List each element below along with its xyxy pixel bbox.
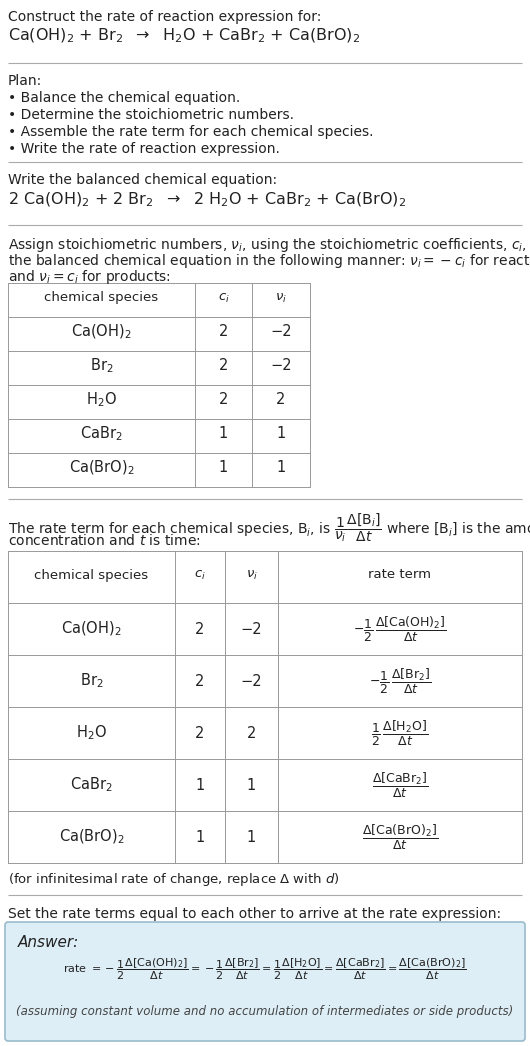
- Text: $\dfrac{\Delta[\mathrm{Ca(BrO)_2}]}{\Delta t}$: $\dfrac{\Delta[\mathrm{Ca(BrO)_2}]}{\Del…: [362, 822, 438, 851]
- Text: rate $= -\dfrac{1}{2}\dfrac{\Delta[\mathrm{Ca(OH)_2}]}{\Delta t}= -\dfrac{1}{2}\: rate $= -\dfrac{1}{2}\dfrac{\Delta[\math…: [63, 957, 467, 982]
- Text: the balanced chemical equation in the following manner: $\nu_i = -c_i$ for react: the balanced chemical equation in the fo…: [8, 252, 530, 270]
- Text: Set the rate terms equal to each other to arrive at the rate expression:: Set the rate terms equal to each other t…: [8, 907, 501, 920]
- Text: (for infinitesimal rate of change, replace $\Delta$ with $d$): (for infinitesimal rate of change, repla…: [8, 871, 340, 888]
- Text: $\nu_i$: $\nu_i$: [275, 292, 287, 304]
- Text: 2: 2: [196, 726, 205, 741]
- Text: 2: 2: [247, 726, 256, 741]
- Text: CaBr$_2$: CaBr$_2$: [80, 425, 123, 444]
- Text: H$_2$O: H$_2$O: [86, 390, 117, 409]
- Text: 1: 1: [219, 460, 228, 476]
- Text: $\dfrac{\Delta[\mathrm{CaBr_2}]}{\Delta t}$: $\dfrac{\Delta[\mathrm{CaBr_2}]}{\Delta …: [372, 771, 428, 799]
- Text: CaBr$_2$: CaBr$_2$: [70, 776, 113, 794]
- Text: 1: 1: [247, 829, 256, 844]
- Text: Br$_2$: Br$_2$: [80, 672, 103, 690]
- Text: Br$_2$: Br$_2$: [90, 357, 113, 376]
- Text: and $\nu_i = c_i$ for products:: and $\nu_i = c_i$ for products:: [8, 268, 171, 286]
- Text: 1: 1: [276, 427, 286, 441]
- Text: • Write the rate of reaction expression.: • Write the rate of reaction expression.: [8, 142, 280, 156]
- Text: Ca(OH)$_2$: Ca(OH)$_2$: [61, 620, 122, 638]
- Text: 2: 2: [219, 392, 228, 408]
- Text: The rate term for each chemical species, B$_i$, is $\dfrac{1}{\nu_i}\dfrac{\Delt: The rate term for each chemical species,…: [8, 511, 530, 544]
- Text: Assign stoichiometric numbers, $\nu_i$, using the stoichiometric coefficients, $: Assign stoichiometric numbers, $\nu_i$, …: [8, 236, 530, 254]
- Text: Construct the rate of reaction expression for:: Construct the rate of reaction expressio…: [8, 10, 321, 24]
- Text: (assuming constant volume and no accumulation of intermediates or side products): (assuming constant volume and no accumul…: [16, 1005, 514, 1018]
- FancyBboxPatch shape: [5, 922, 525, 1041]
- Text: −2: −2: [270, 359, 292, 373]
- Text: Plan:: Plan:: [8, 74, 42, 88]
- Text: H$_2$O: H$_2$O: [76, 724, 107, 743]
- Text: −2: −2: [270, 324, 292, 340]
- Text: $c_i$: $c_i$: [194, 568, 206, 582]
- Text: Answer:: Answer:: [18, 935, 80, 950]
- Text: Ca(OH)$_2$: Ca(OH)$_2$: [71, 323, 132, 341]
- Text: −2: −2: [241, 621, 262, 637]
- Text: 1: 1: [247, 777, 256, 793]
- Text: chemical species: chemical species: [34, 568, 148, 582]
- Text: 2: 2: [219, 324, 228, 340]
- Text: Write the balanced chemical equation:: Write the balanced chemical equation:: [8, 173, 277, 187]
- Text: $-\dfrac{1}{2}\,\dfrac{\Delta[\mathrm{Ca(OH)_2}]}{\Delta t}$: $-\dfrac{1}{2}\,\dfrac{\Delta[\mathrm{Ca…: [353, 614, 447, 643]
- Text: $\dfrac{1}{2}\,\dfrac{\Delta[\mathrm{H_2O}]}{\Delta t}$: $\dfrac{1}{2}\,\dfrac{\Delta[\mathrm{H_2…: [372, 719, 429, 748]
- Text: 2: 2: [196, 621, 205, 637]
- Text: 2: 2: [219, 359, 228, 373]
- Text: 2: 2: [276, 392, 286, 408]
- Text: 1: 1: [196, 829, 205, 844]
- Text: • Determine the stoichiometric numbers.: • Determine the stoichiometric numbers.: [8, 108, 294, 122]
- Text: • Assemble the rate term for each chemical species.: • Assemble the rate term for each chemic…: [8, 126, 374, 139]
- Text: 2 Ca(OH)$_2$ + 2 Br$_2$  $\rightarrow$  2 H$_2$O + CaBr$_2$ + Ca(BrO)$_2$: 2 Ca(OH)$_2$ + 2 Br$_2$ $\rightarrow$ 2 …: [8, 191, 406, 209]
- Text: $\nu_i$: $\nu_i$: [245, 568, 258, 582]
- Text: 2: 2: [196, 674, 205, 688]
- Text: 1: 1: [219, 427, 228, 441]
- Text: Ca(OH)$_2$ + Br$_2$  $\rightarrow$  H$_2$O + CaBr$_2$ + Ca(BrO)$_2$: Ca(OH)$_2$ + Br$_2$ $\rightarrow$ H$_2$O…: [8, 27, 360, 45]
- Text: Ca(BrO)$_2$: Ca(BrO)$_2$: [69, 459, 134, 477]
- Text: $c_i$: $c_i$: [218, 292, 229, 304]
- Text: • Balance the chemical equation.: • Balance the chemical equation.: [8, 91, 240, 105]
- Text: −2: −2: [241, 674, 262, 688]
- Text: Ca(BrO)$_2$: Ca(BrO)$_2$: [59, 827, 125, 846]
- Text: 1: 1: [276, 460, 286, 476]
- Text: $-\dfrac{1}{2}\,\dfrac{\Delta[\mathrm{Br_2}]}{\Delta t}$: $-\dfrac{1}{2}\,\dfrac{\Delta[\mathrm{Br…: [369, 666, 431, 696]
- Text: chemical species: chemical species: [45, 292, 158, 304]
- Text: 1: 1: [196, 777, 205, 793]
- Text: concentration and $t$ is time:: concentration and $t$ is time:: [8, 533, 201, 548]
- Text: rate term: rate term: [368, 568, 431, 582]
